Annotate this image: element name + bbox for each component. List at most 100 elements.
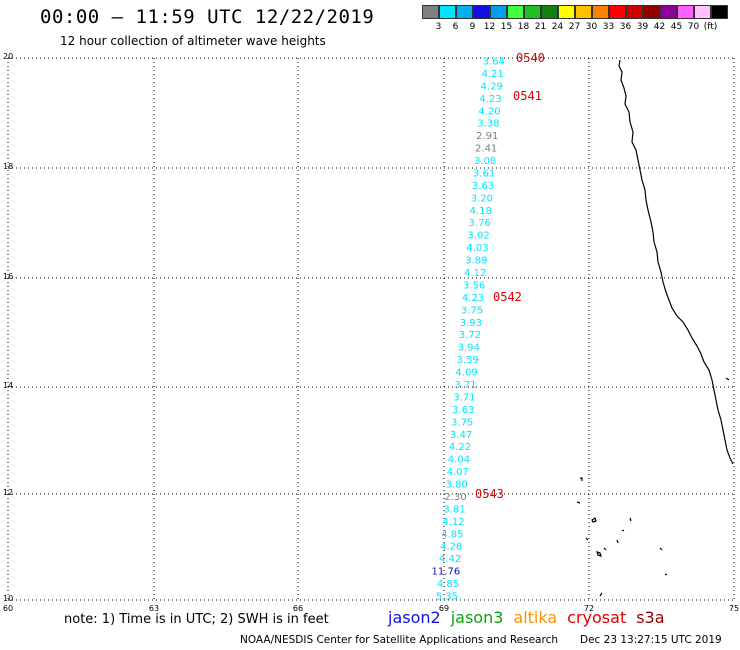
swh-value: 4.23 — [479, 94, 501, 105]
swh-value: 4.29 — [481, 81, 503, 92]
swh-value: 11.76 — [432, 567, 461, 578]
swh-value: 3.93 — [460, 318, 482, 329]
swh-value: 4.85 — [441, 529, 463, 540]
swh-value: 3.80 — [446, 480, 468, 491]
swh-value: 3.81 — [443, 504, 465, 515]
coastline — [618, 59, 734, 465]
swh-value: 3.71 — [454, 380, 476, 391]
color-scale-label: 12 — [483, 22, 496, 32]
color-scale-label: 33 — [602, 22, 615, 32]
swh-value: 3.71 — [453, 392, 475, 403]
map-subtitle: 12 hour collection of altimeter wave hei… — [60, 34, 326, 48]
swh-value: 4.07 — [447, 467, 469, 478]
swh-value: 5.35 — [436, 592, 458, 603]
swh-value: 3.64 — [483, 57, 505, 68]
swh-value: 4.04 — [448, 455, 470, 466]
color-scale-label: 30 — [585, 22, 598, 32]
color-scale-label: 3 — [435, 22, 442, 32]
color-swatch — [439, 5, 456, 19]
swh-value: 4.12 — [464, 268, 486, 279]
color-swatch — [660, 5, 677, 19]
color-scale-label: 21 — [534, 22, 547, 32]
swh-value: 3.59 — [457, 355, 479, 366]
swh-value: 4.23 — [462, 293, 484, 304]
legend-cryosat: cryosat — [567, 608, 627, 627]
pass-time-label: 0540 — [516, 51, 545, 65]
latitude-label: 12 — [3, 488, 14, 497]
swh-value: 2.30 — [444, 492, 466, 503]
swh-value: 3.61 — [473, 169, 495, 180]
swh-value: 3.08 — [474, 156, 496, 167]
swh-value: 3.02 — [467, 231, 489, 242]
color-scale-label: 27 — [568, 22, 581, 32]
swh-value: 3.47 — [450, 430, 472, 441]
color-swatch — [456, 5, 473, 19]
longitude-label: 75 — [728, 604, 740, 613]
color-swatch — [422, 5, 439, 19]
color-swatch — [711, 5, 728, 19]
map-title: 00:00 — 11:59 UTC 12/22/2019 — [40, 6, 375, 28]
swh-value: 3.20 — [471, 193, 493, 204]
color-scale-label: 24 — [551, 22, 564, 32]
latitude-label: 20 — [3, 52, 14, 61]
swh-value: 2.41 — [475, 144, 497, 155]
color-swatch — [609, 5, 626, 19]
units-note: note: 1) Time is in UTC; 2) SWH is in fe… — [64, 612, 329, 627]
islands — [576, 377, 730, 597]
color-scale-label: 39 — [636, 22, 649, 32]
swh-value: 3.76 — [469, 218, 491, 229]
color-scale-label: 36 — [619, 22, 632, 32]
color-swatch — [473, 5, 490, 19]
swh-value: 3.89 — [465, 256, 487, 267]
lat-lon-grid — [7, 57, 735, 601]
longitude-label: 72 — [583, 604, 595, 613]
longitude-label: 66 — [292, 604, 304, 613]
footer-credit: NOAA/NESDIS Center for Satellite Applica… — [240, 634, 558, 646]
pass-time-label: 0542 — [493, 290, 522, 304]
legend-altika: altika — [513, 608, 558, 627]
color-swatch — [592, 5, 609, 19]
swh-value: 3.94 — [458, 343, 480, 354]
swh-value: 3.72 — [459, 330, 481, 341]
legend-jason3: jason3 — [450, 608, 504, 627]
swh-value: 3.75 — [461, 305, 483, 316]
color-swatch — [558, 5, 575, 19]
color-swatch — [507, 5, 524, 19]
pass-time-label: 0543 — [475, 487, 504, 501]
color-scale-label: 15 — [500, 22, 513, 32]
swh-value: 4.20 — [478, 106, 500, 117]
swh-value: 4.03 — [466, 243, 488, 254]
footer-timestamp: Dec 23 13:27:15 UTC 2019 — [580, 634, 722, 646]
swh-value: 3.56 — [463, 281, 485, 292]
color-scale-label: 42 — [653, 22, 666, 32]
color-swatch — [575, 5, 592, 19]
latitude-label: 18 — [3, 162, 14, 171]
swh-value: 3.38 — [477, 119, 499, 130]
latitude-label: 16 — [3, 272, 14, 281]
swh-value: 4.09 — [455, 368, 477, 379]
color-swatch — [541, 5, 558, 19]
color-scale-label: (ft) — [703, 22, 718, 32]
swh-value: 3.63 — [452, 405, 474, 416]
swh-value: 4.28 — [440, 542, 462, 553]
color-swatch — [643, 5, 660, 19]
swh-measurement-track: 3.644.214.294.234.203.382.912.413.083.61… — [432, 57, 505, 603]
color-scale-label: 9 — [469, 22, 476, 32]
longitude-label: 69 — [438, 604, 450, 613]
latitude-label: 10 — [3, 594, 14, 603]
swh-value: 3.75 — [451, 417, 473, 428]
latitude-label: 14 — [3, 381, 14, 390]
pass-time-label: 0541 — [513, 89, 542, 103]
satellite-legend: jason2 jason3 altika cryosat s3a — [388, 608, 675, 627]
color-scale-label: 70 — [687, 22, 700, 32]
color-swatch — [677, 5, 694, 19]
legend-s3a: s3a — [636, 608, 665, 627]
longitude-label: 63 — [148, 604, 160, 613]
longitude-label: 60 — [2, 604, 14, 613]
color-swatch — [694, 5, 711, 19]
color-swatch — [626, 5, 643, 19]
color-swatch — [524, 5, 541, 19]
color-scale-label: 18 — [517, 22, 530, 32]
swh-value: 4.21 — [482, 69, 504, 80]
